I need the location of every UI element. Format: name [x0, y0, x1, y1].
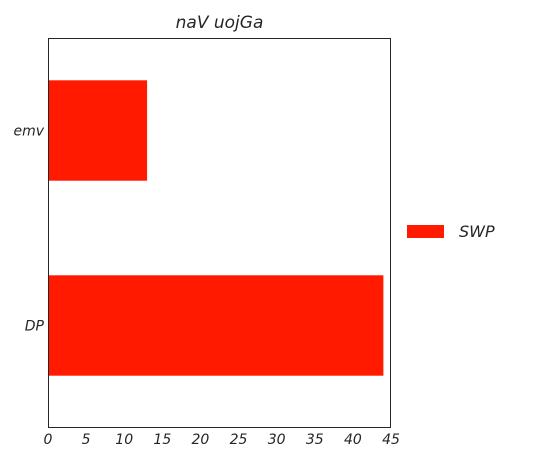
bars-group: [48, 80, 384, 376]
legend-label: SWP: [459, 222, 495, 241]
x-tick-label: 40: [344, 432, 362, 448]
x-tick-label: 35: [306, 432, 324, 448]
y-tick-label: emv: [13, 124, 44, 140]
x-tick-label: 15: [153, 432, 171, 448]
x-tick-label: 20: [192, 432, 210, 448]
plot-frame: [48, 38, 391, 428]
y-tick-labels: emv DP: [13, 124, 44, 335]
x-tick-label: 25: [230, 432, 248, 448]
bar-dp: [48, 275, 384, 376]
x-tick-label: 0: [44, 432, 53, 448]
y-tick-label: DP: [25, 319, 45, 335]
x-tick-label: 45: [382, 432, 400, 448]
legend-swatch: [407, 225, 444, 238]
x-tick-label: 10: [115, 432, 133, 448]
x-tick-labels: 0 5 10 15 20 25 30 35 40 45: [44, 432, 400, 448]
x-tick-label: 30: [268, 432, 286, 448]
x-tick-label: 5: [82, 432, 91, 448]
bar-emv: [48, 80, 148, 181]
legend: SWP: [407, 222, 495, 241]
chart-title: naV uojGa: [176, 13, 264, 33]
